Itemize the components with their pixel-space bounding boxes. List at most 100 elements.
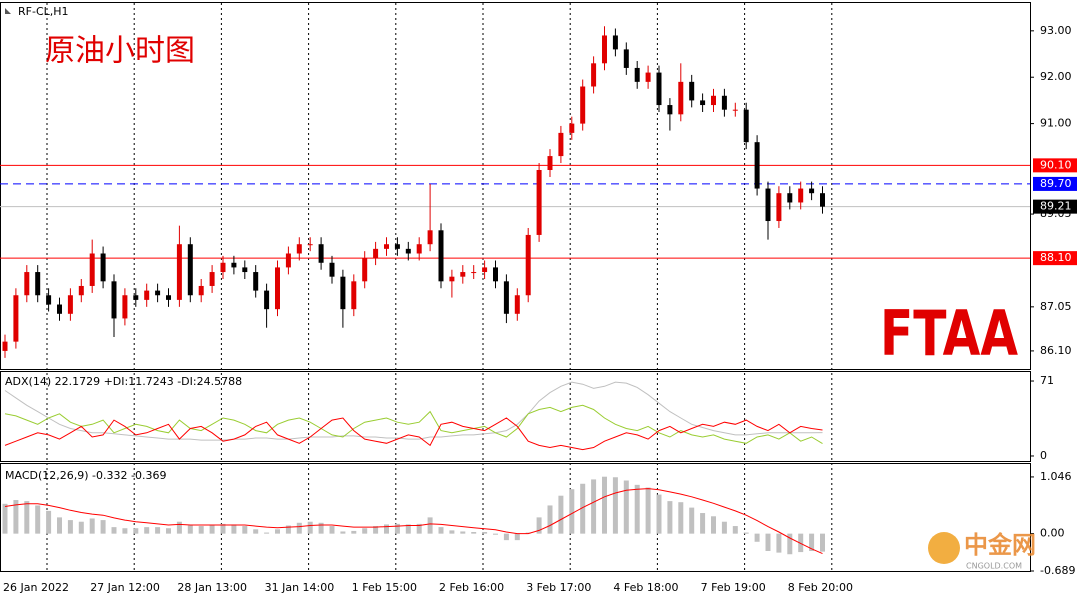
candle-body bbox=[645, 72, 651, 82]
candle-body bbox=[493, 267, 498, 282]
macd-bar bbox=[144, 527, 150, 534]
candle-body bbox=[231, 262, 237, 268]
macd-bar bbox=[721, 521, 727, 534]
macd-bar bbox=[155, 527, 161, 534]
candle-body bbox=[111, 281, 117, 319]
candle-body bbox=[318, 244, 324, 263]
candle-body bbox=[721, 95, 727, 110]
candle-body bbox=[155, 290, 161, 296]
candle-body bbox=[612, 35, 618, 50]
macd-bar bbox=[296, 522, 302, 534]
level-label-box bbox=[1033, 176, 1077, 191]
chart-title: RF-CL,H1 bbox=[18, 5, 69, 18]
macd-bar bbox=[438, 527, 444, 534]
candle-body bbox=[166, 295, 171, 300]
macd-bar bbox=[253, 529, 259, 534]
level-label-box bbox=[1033, 158, 1077, 173]
candle-body bbox=[820, 193, 825, 207]
y-tick-label: 71 bbox=[1040, 374, 1054, 387]
candle-body bbox=[765, 188, 771, 222]
candle-body bbox=[623, 49, 629, 68]
macd-bar bbox=[820, 533, 825, 552]
candle-body bbox=[427, 230, 433, 245]
macd-bar bbox=[623, 480, 629, 534]
candle-body bbox=[809, 188, 815, 194]
macd-bar bbox=[394, 523, 400, 534]
macd-bar bbox=[482, 532, 488, 534]
candle-body bbox=[514, 295, 520, 314]
candle-body bbox=[547, 156, 553, 170]
candle-body bbox=[2, 341, 8, 351]
watermark-icon bbox=[928, 532, 960, 564]
candle-body bbox=[569, 123, 575, 133]
y-tick-label: 1.046 bbox=[1040, 470, 1072, 483]
macd-bar bbox=[678, 502, 684, 534]
macd-bar bbox=[580, 483, 586, 534]
candle-body bbox=[678, 81, 684, 115]
y-tick-label: 86.10 bbox=[1040, 344, 1072, 357]
level-label: 89.70 bbox=[1040, 177, 1072, 190]
macd-bar bbox=[656, 494, 662, 534]
macd-bar bbox=[754, 533, 760, 542]
watermark-brand: 中金网 bbox=[964, 531, 1036, 559]
level-label: 90.10 bbox=[1040, 158, 1072, 171]
candle-body bbox=[558, 132, 564, 157]
macd-bar bbox=[318, 522, 324, 534]
macd-bar bbox=[645, 487, 651, 534]
candle-body bbox=[591, 63, 597, 87]
watermark-site: CNGOLD.COM bbox=[966, 562, 1022, 571]
candle-body bbox=[198, 285, 204, 296]
candle-body bbox=[57, 304, 62, 314]
candle-body bbox=[776, 193, 782, 222]
macd-bar bbox=[602, 476, 607, 534]
macd-bar bbox=[612, 477, 618, 534]
x-tick-label: 3 Feb 17:00 bbox=[526, 581, 591, 594]
macd-bar bbox=[351, 530, 357, 534]
candle-body bbox=[253, 272, 259, 291]
candle-body bbox=[329, 262, 335, 277]
macd-bar bbox=[2, 503, 8, 534]
candle-body bbox=[46, 295, 52, 305]
y-tick-label: 92.00 bbox=[1040, 70, 1072, 83]
candle-body bbox=[656, 72, 662, 106]
macd-bar bbox=[427, 517, 433, 534]
macd-bar bbox=[547, 505, 553, 534]
adx-title: ADX(14) 22.1729 +DI:11.7243 -DI:24.5788 bbox=[5, 375, 242, 388]
macd-bar bbox=[776, 533, 782, 553]
candle-body bbox=[285, 253, 291, 268]
x-tick-label: 7 Feb 19:00 bbox=[701, 581, 766, 594]
macd-bar bbox=[569, 489, 575, 534]
macd-bar bbox=[765, 533, 771, 551]
macd-bar bbox=[373, 526, 379, 534]
y-tick-label: 91.00 bbox=[1040, 117, 1072, 130]
candle-body bbox=[35, 272, 41, 296]
macd-bar bbox=[78, 521, 84, 534]
macd-bar bbox=[307, 521, 313, 534]
macd-bar bbox=[166, 528, 171, 534]
candle-body bbox=[373, 248, 379, 259]
macd-bar bbox=[787, 533, 793, 555]
macd-bar bbox=[536, 517, 542, 534]
candle-body bbox=[700, 100, 706, 106]
candle-body bbox=[405, 248, 411, 254]
candle-body bbox=[307, 244, 313, 246]
y-tick-label: 87.05 bbox=[1040, 300, 1072, 313]
macd-bar bbox=[732, 526, 738, 534]
candle-body bbox=[24, 272, 30, 296]
macd-bar bbox=[24, 501, 30, 534]
macd-bar bbox=[122, 528, 128, 534]
candle-body bbox=[787, 193, 793, 203]
x-tick-label: 27 Jan 12:00 bbox=[90, 581, 160, 594]
macd-bar bbox=[689, 507, 695, 534]
candle-body bbox=[351, 281, 357, 310]
macd-bar bbox=[362, 528, 368, 534]
candle-body bbox=[503, 281, 509, 314]
candle-body bbox=[209, 272, 215, 286]
macd-bar bbox=[46, 510, 52, 534]
y-tick-label: 0.00 bbox=[1040, 527, 1065, 540]
macd-bar bbox=[711, 516, 716, 534]
macd-bar bbox=[405, 524, 411, 534]
candle-body bbox=[471, 272, 477, 274]
macd-bar bbox=[198, 526, 204, 534]
